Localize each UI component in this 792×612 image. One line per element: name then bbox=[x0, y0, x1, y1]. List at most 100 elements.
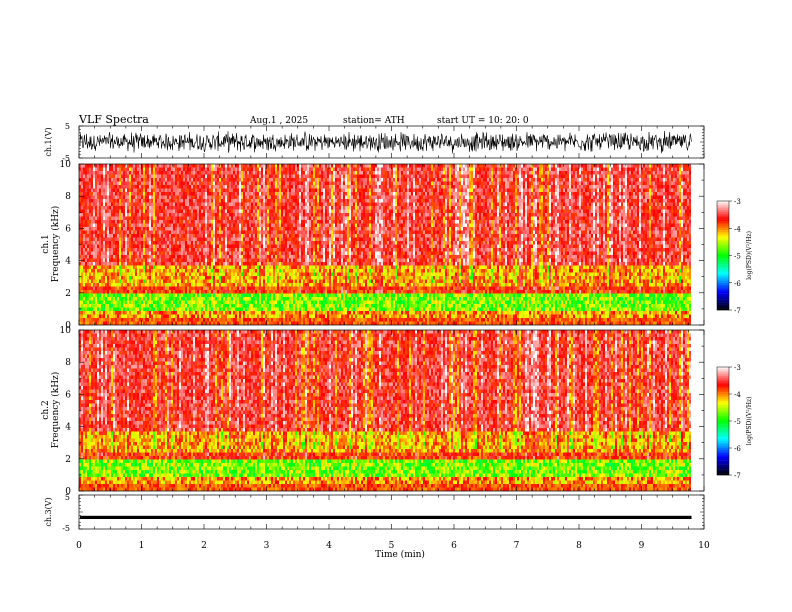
spectrogram-cell bbox=[245, 238, 247, 242]
spectrogram-cell bbox=[157, 276, 159, 280]
spectrogram-cell bbox=[275, 259, 277, 263]
spectrogram-cell bbox=[255, 245, 257, 249]
spectrogram-cell bbox=[249, 297, 251, 301]
spectrogram-cell bbox=[185, 210, 187, 214]
spectrogram-cell bbox=[185, 318, 187, 322]
spectrogram-cell bbox=[255, 259, 257, 263]
spectrogram-cell bbox=[123, 206, 125, 210]
spectrogram-cell bbox=[99, 301, 101, 305]
spectrogram-cell bbox=[163, 308, 165, 312]
spectrogram-cell bbox=[139, 217, 141, 221]
spectrogram-cell bbox=[187, 266, 189, 270]
spectrogram-cell bbox=[173, 259, 175, 263]
spectrogram-cell bbox=[91, 227, 93, 231]
spectrogram-cell bbox=[147, 276, 149, 280]
spectrogram-cell bbox=[257, 171, 259, 175]
spectrogram-cell bbox=[281, 217, 283, 221]
spectrogram-cell bbox=[205, 287, 207, 291]
spectrogram-cell bbox=[133, 248, 135, 252]
spectrogram-cell bbox=[249, 262, 251, 266]
spectrogram-cell bbox=[247, 171, 249, 175]
spectrogram-cell bbox=[81, 269, 83, 273]
spectrogram-cell bbox=[277, 238, 279, 242]
spectrogram-cell bbox=[189, 308, 191, 312]
spectrogram-cell bbox=[241, 220, 243, 224]
spectrogram-cell bbox=[265, 238, 267, 242]
spectrogram-cell bbox=[237, 234, 239, 238]
spectrogram-cell bbox=[215, 252, 217, 256]
spectrogram-cell bbox=[177, 280, 179, 284]
spectrogram-cell bbox=[193, 248, 195, 252]
spectrogram-cell bbox=[93, 318, 95, 322]
spectrogram-cell bbox=[83, 259, 85, 263]
spectrogram-cell bbox=[151, 290, 153, 294]
spectrogram-cell bbox=[205, 318, 207, 322]
spectrogram-cell bbox=[267, 280, 269, 284]
spectrogram-cell bbox=[245, 262, 247, 266]
spectrogram-cell bbox=[175, 234, 177, 238]
spectrogram-cell bbox=[231, 266, 233, 270]
spectrogram-cell bbox=[117, 178, 119, 182]
spectrogram-cell bbox=[215, 290, 217, 294]
spectrogram-cell bbox=[257, 224, 259, 228]
spectrogram-cell bbox=[123, 220, 125, 224]
spectrogram-cell bbox=[85, 192, 87, 196]
spectrogram-cell bbox=[97, 311, 99, 315]
spectrogram-cell bbox=[139, 297, 141, 301]
spectrogram-cell bbox=[223, 164, 225, 168]
spectrogram-cell bbox=[265, 217, 267, 221]
spectrogram-cell bbox=[81, 255, 83, 259]
spectrogram-cell bbox=[91, 255, 93, 259]
spectrogram-cell bbox=[223, 276, 225, 280]
spectrogram-cell bbox=[127, 164, 129, 168]
spectrogram-cell bbox=[219, 164, 221, 168]
spectrogram-cell bbox=[205, 252, 207, 256]
spectrogram-cell bbox=[187, 262, 189, 266]
spectrogram-cell bbox=[97, 297, 99, 301]
spectrogram-cell bbox=[207, 171, 209, 175]
spectrogram-cell bbox=[191, 238, 193, 242]
spectrogram-cell bbox=[143, 248, 145, 252]
spectrogram-cell bbox=[197, 241, 199, 245]
spectrogram-cell bbox=[215, 266, 217, 270]
spectrogram-cell bbox=[145, 255, 147, 259]
spectrogram-cell bbox=[277, 287, 279, 291]
spectrogram-cell bbox=[183, 245, 185, 249]
spectrogram-cell bbox=[111, 318, 113, 322]
spectrogram-cell bbox=[115, 266, 117, 270]
spectrogram-cell bbox=[253, 178, 255, 182]
spectrogram-cell bbox=[163, 304, 165, 308]
spectrogram-cell bbox=[269, 238, 271, 242]
spectrogram-cell bbox=[169, 182, 171, 186]
spectrogram-cell bbox=[221, 231, 223, 235]
spectrogram-cell bbox=[137, 273, 139, 277]
spectrogram-cell bbox=[289, 220, 291, 224]
spectrogram-cell bbox=[241, 266, 243, 270]
spectrogram-cell bbox=[117, 189, 119, 193]
spectrogram-cell bbox=[161, 220, 163, 224]
spectrogram-cell bbox=[229, 252, 231, 256]
spectrogram-cell bbox=[255, 255, 257, 259]
spectrogram-cell bbox=[171, 248, 173, 252]
spectrogram-cell bbox=[207, 266, 209, 270]
spectrogram-cell bbox=[269, 213, 271, 217]
spectrogram-cell bbox=[221, 182, 223, 186]
spectrogram-cell bbox=[273, 164, 275, 168]
spectrogram-cell bbox=[197, 290, 199, 294]
spectrogram-cell bbox=[159, 308, 161, 312]
spectrogram-cell bbox=[123, 311, 125, 315]
spectrogram-cell bbox=[185, 311, 187, 315]
spectrogram-cell bbox=[247, 297, 249, 301]
spectrogram-cell bbox=[173, 227, 175, 231]
spectrogram-cell bbox=[141, 308, 143, 312]
date-label: Aug.1 , 2025 bbox=[249, 116, 308, 126]
spectrogram-cell bbox=[153, 311, 155, 315]
spectrogram-cell bbox=[91, 259, 93, 263]
spectrogram-cell bbox=[131, 322, 133, 326]
spectrogram-cell bbox=[179, 182, 181, 186]
spectrogram-cell bbox=[147, 304, 149, 308]
spectrogram-cell bbox=[219, 266, 221, 270]
spectrogram-cell bbox=[229, 192, 231, 196]
spectrogram-cell bbox=[149, 168, 151, 172]
spectrogram-cell bbox=[163, 318, 165, 322]
